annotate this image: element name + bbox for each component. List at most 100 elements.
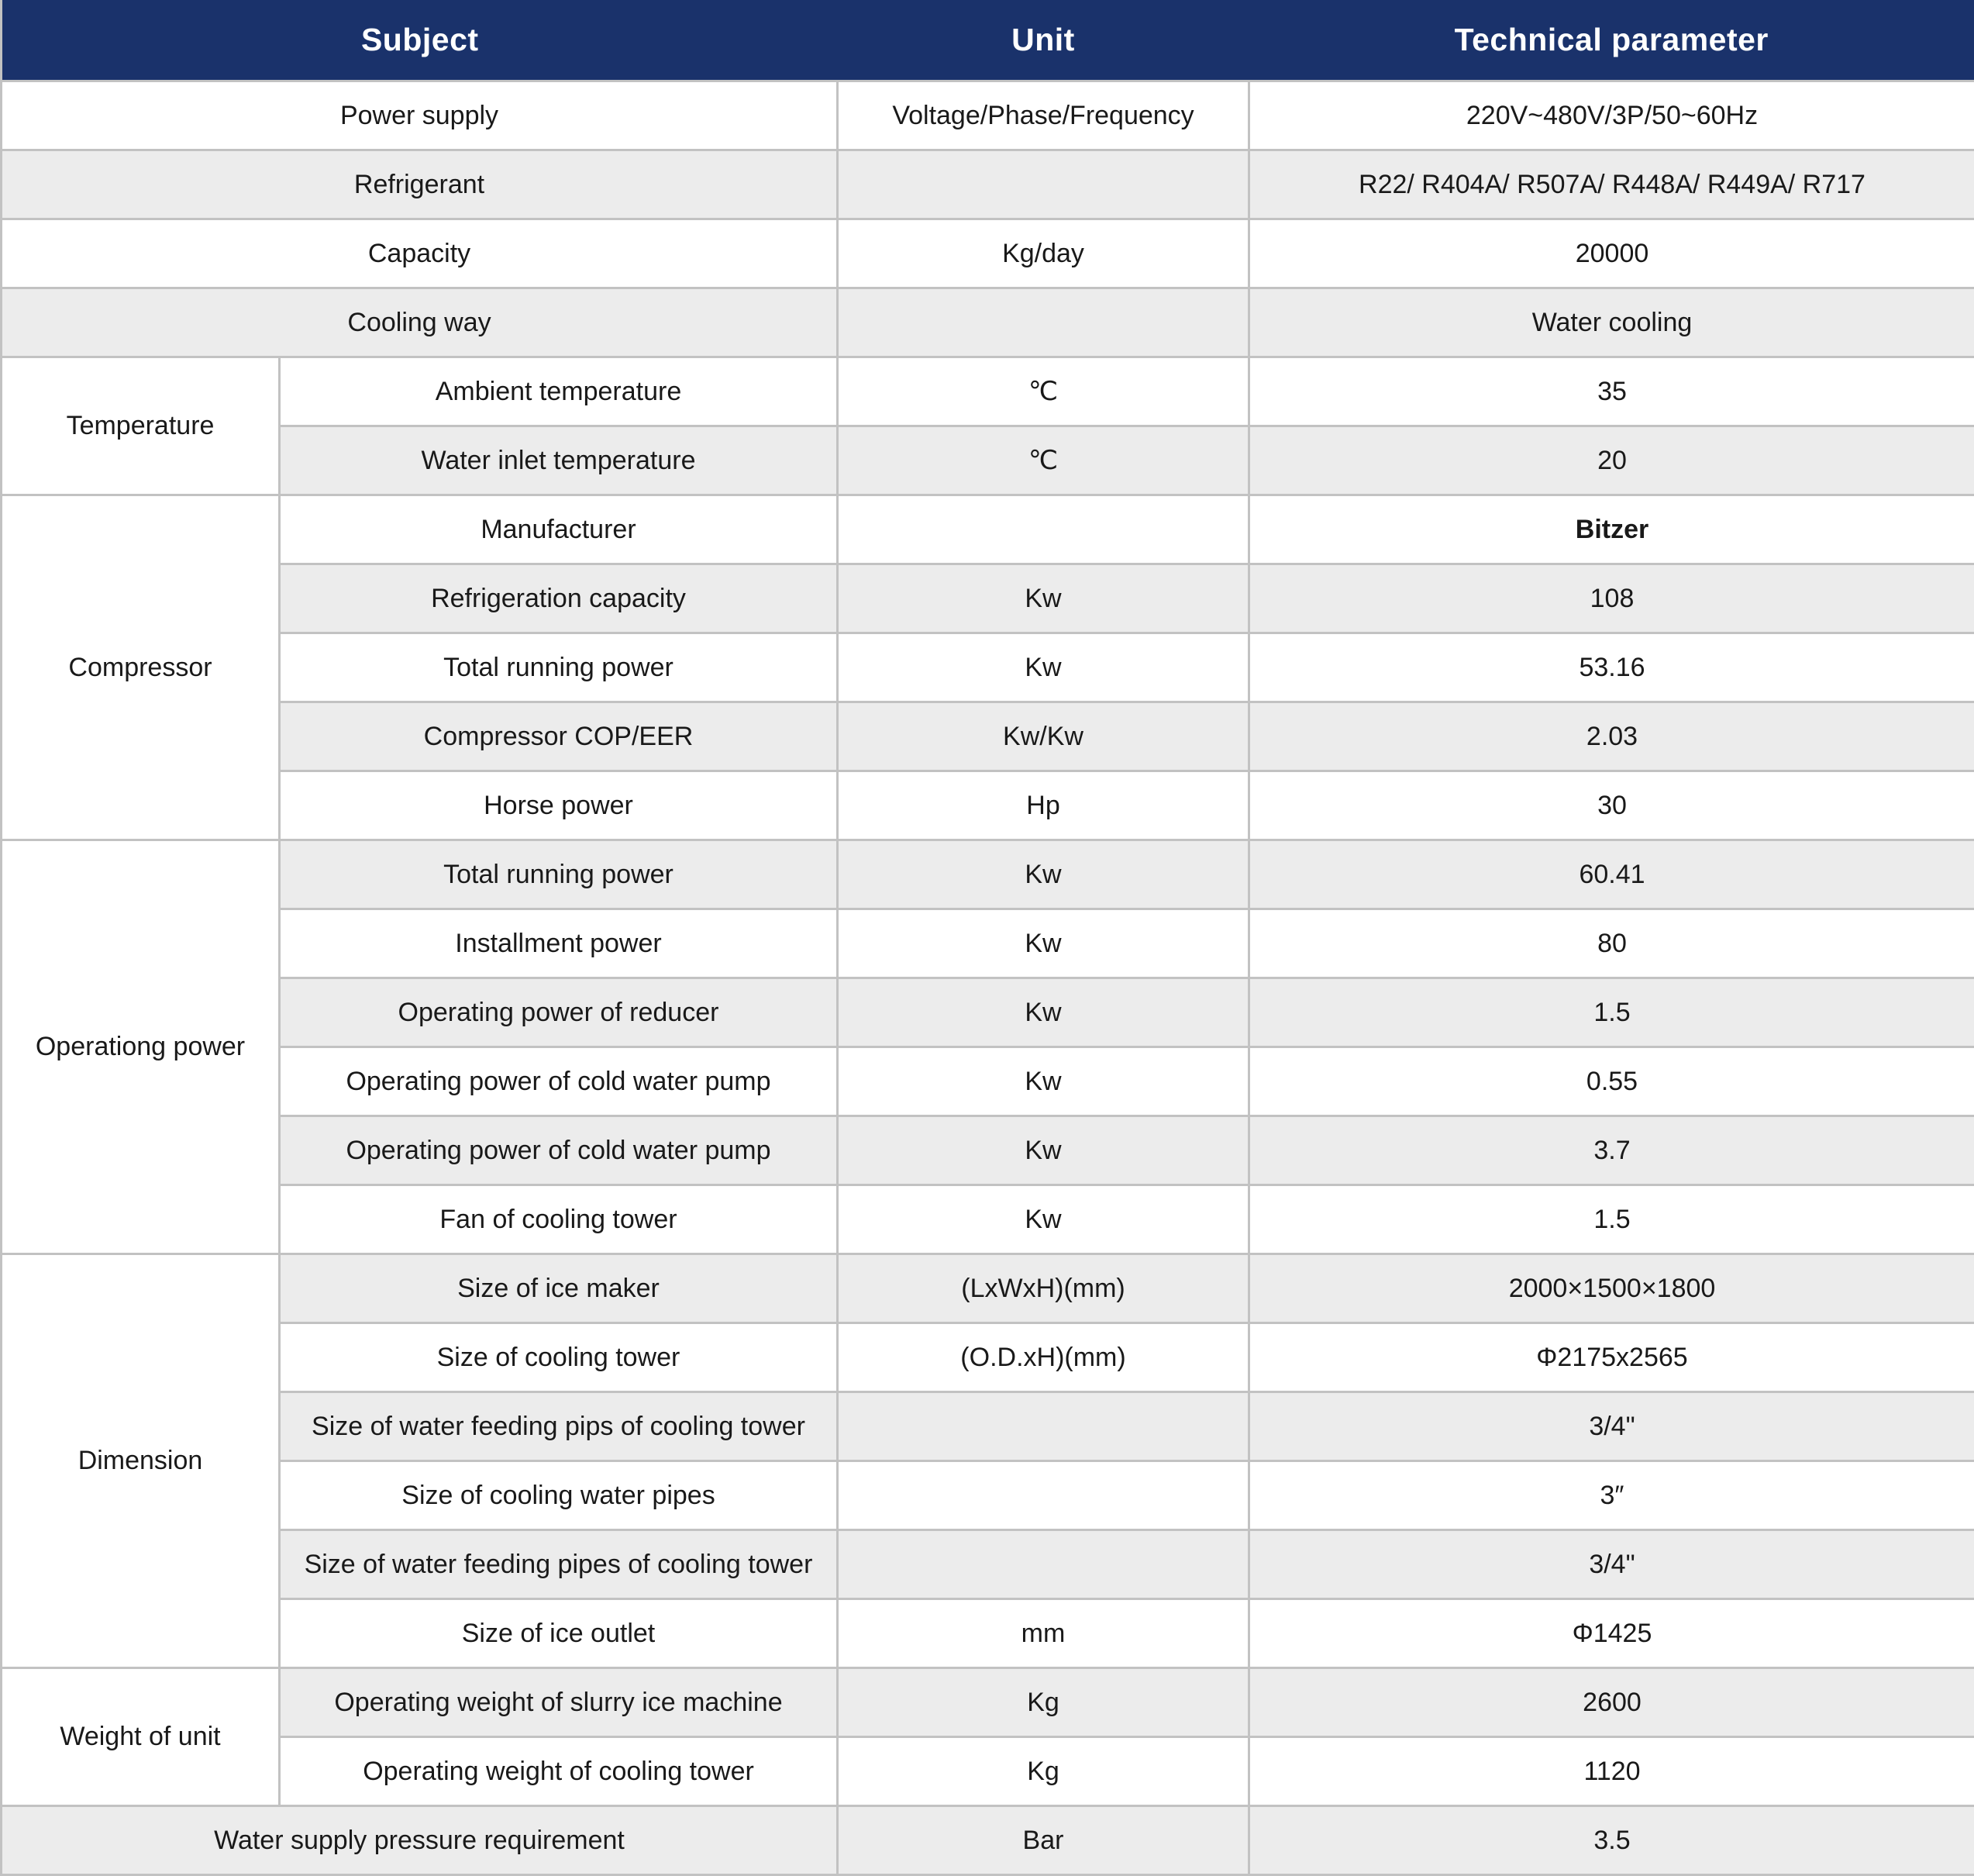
- param-cell: Φ2175x2565: [1249, 1323, 1974, 1392]
- param-cell: 2.03: [1249, 702, 1974, 771]
- table-row: Water supply pressure requirement Bar 3.…: [2, 1806, 1974, 1875]
- unit-cell: Voltage/Phase/Frequency: [838, 81, 1249, 150]
- subject-cell: Size of water feeding pips of cooling to…: [280, 1392, 838, 1461]
- table-row: Operating weight of cooling tower Kg 112…: [2, 1737, 1974, 1806]
- unit-cell: Hp: [838, 771, 1249, 840]
- subject-cell: Size of cooling tower: [280, 1323, 838, 1392]
- unit-cell: [838, 1530, 1249, 1599]
- subject-cell: Operating weight of slurry ice machine: [280, 1668, 838, 1737]
- subject-cell: Ambient temperature: [280, 357, 838, 426]
- subject-cell: Horse power: [280, 771, 838, 840]
- table-row: Size of water feeding pipes of cooling t…: [2, 1530, 1974, 1599]
- param-cell: Water cooling: [1249, 288, 1974, 357]
- table-row: Refrigerant R22/ R404A/ R507A/ R448A/ R4…: [2, 150, 1974, 219]
- subject-cell: Installment power: [280, 909, 838, 978]
- subject-cell: Water inlet temperature: [280, 426, 838, 495]
- subject-cell: Cooling way: [2, 288, 838, 357]
- unit-cell: [838, 495, 1249, 564]
- group-cell-dimension: Dimension: [2, 1254, 280, 1668]
- table-row: Temperature Ambient temperature ℃ 35: [2, 357, 1974, 426]
- subject-cell: Size of ice outlet: [280, 1599, 838, 1668]
- param-cell: 1120: [1249, 1737, 1974, 1806]
- unit-cell: Kg: [838, 1737, 1249, 1806]
- table-row: Water inlet temperature ℃ 20: [2, 426, 1974, 495]
- unit-cell: [838, 288, 1249, 357]
- unit-cell: Kw: [838, 564, 1249, 633]
- table-row: Compressor Manufacturer Bitzer: [2, 495, 1974, 564]
- unit-cell: Kw: [838, 909, 1249, 978]
- group-cell-operating-power: Operationg power: [2, 840, 280, 1254]
- param-cell: 2600: [1249, 1668, 1974, 1737]
- subject-cell: Compressor COP/EER: [280, 702, 838, 771]
- unit-cell: ℃: [838, 426, 1249, 495]
- subject-cell: Total running power: [280, 840, 838, 909]
- unit-cell: (LxWxH)(mm): [838, 1254, 1249, 1323]
- unit-cell: Bar: [838, 1806, 1249, 1875]
- subject-cell: Refrigeration capacity: [280, 564, 838, 633]
- param-cell: 1.5: [1249, 1185, 1974, 1254]
- table-row: Compressor COP/EER Kw/Kw 2.03: [2, 702, 1974, 771]
- table-row: Capacity Kg/day 20000: [2, 219, 1974, 288]
- table-row: Operating power of cold water pump Kw 3.…: [2, 1116, 1974, 1185]
- subject-cell: Operating power of reducer: [280, 978, 838, 1047]
- subject-cell: Total running power: [280, 633, 838, 702]
- table-row: Total running power Kw 53.16: [2, 633, 1974, 702]
- table-row: Horse power Hp 30: [2, 771, 1974, 840]
- unit-cell: Kw/Kw: [838, 702, 1249, 771]
- param-cell: 20: [1249, 426, 1974, 495]
- table-row: Size of cooling water pipes 3″: [2, 1461, 1974, 1530]
- subject-cell: Operating power of cold water pump: [280, 1047, 838, 1116]
- subject-cell: Manufacturer: [280, 495, 838, 564]
- unit-cell: Kw: [838, 840, 1249, 909]
- subject-cell: Size of water feeding pipes of cooling t…: [280, 1530, 838, 1599]
- subject-cell: Size of cooling water pipes: [280, 1461, 838, 1530]
- group-cell-temperature: Temperature: [2, 357, 280, 495]
- unit-cell: (O.D.xH)(mm): [838, 1323, 1249, 1392]
- group-cell-compressor: Compressor: [2, 495, 280, 840]
- unit-cell: Kg: [838, 1668, 1249, 1737]
- param-cell: 3.7: [1249, 1116, 1974, 1185]
- unit-cell: Kg/day: [838, 219, 1249, 288]
- param-cell: 0.55: [1249, 1047, 1974, 1116]
- subject-cell: Power supply: [2, 81, 838, 150]
- param-cell: 3.5: [1249, 1806, 1974, 1875]
- subject-cell: Size of ice maker: [280, 1254, 838, 1323]
- unit-cell: [838, 1461, 1249, 1530]
- table-row: Dimension Size of ice maker (LxWxH)(mm) …: [2, 1254, 1974, 1323]
- table-row: Operating power of cold water pump Kw 0.…: [2, 1047, 1974, 1116]
- subject-cell: Capacity: [2, 219, 838, 288]
- table-row: Refrigeration capacity Kw 108: [2, 564, 1974, 633]
- param-cell: 220V~480V/3P/50~60Hz: [1249, 81, 1974, 150]
- param-cell: 2000×1500×1800: [1249, 1254, 1974, 1323]
- param-cell: 3″: [1249, 1461, 1974, 1530]
- param-cell: R22/ R404A/ R507A/ R448A/ R449A/ R717: [1249, 150, 1974, 219]
- table-row: Size of water feeding pips of cooling to…: [2, 1392, 1974, 1461]
- param-cell: 20000: [1249, 219, 1974, 288]
- table-row: Installment power Kw 80: [2, 909, 1974, 978]
- param-cell: 60.41: [1249, 840, 1974, 909]
- unit-cell: [838, 1392, 1249, 1461]
- param-cell: Bitzer: [1249, 495, 1974, 564]
- header-row: Subject Unit Technical parameter: [2, 0, 1974, 81]
- param-cell: 1.5: [1249, 978, 1974, 1047]
- subject-cell: Water supply pressure requirement: [2, 1806, 838, 1875]
- param-cell: 30: [1249, 771, 1974, 840]
- param-cell: 53.16: [1249, 633, 1974, 702]
- table-row: Size of cooling tower (O.D.xH)(mm) Φ2175…: [2, 1323, 1974, 1392]
- column-header-subject: Subject: [2, 0, 838, 81]
- unit-cell: [838, 150, 1249, 219]
- table-row: Operationg power Total running power Kw …: [2, 840, 1974, 909]
- param-cell: 80: [1249, 909, 1974, 978]
- table-row: Cooling way Water cooling: [2, 288, 1974, 357]
- table-row: Power supply Voltage/Phase/Frequency 220…: [2, 81, 1974, 150]
- unit-cell: Kw: [838, 1047, 1249, 1116]
- subject-cell: Operating power of cold water pump: [280, 1116, 838, 1185]
- table-row: Weight of unit Operating weight of slurr…: [2, 1668, 1974, 1737]
- table-row: Operating power of reducer Kw 1.5: [2, 978, 1974, 1047]
- param-cell: 3/4": [1249, 1392, 1974, 1461]
- table-row: Fan of cooling tower Kw 1.5: [2, 1185, 1974, 1254]
- unit-cell: mm: [838, 1599, 1249, 1668]
- param-cell: 108: [1249, 564, 1974, 633]
- param-cell: 35: [1249, 357, 1974, 426]
